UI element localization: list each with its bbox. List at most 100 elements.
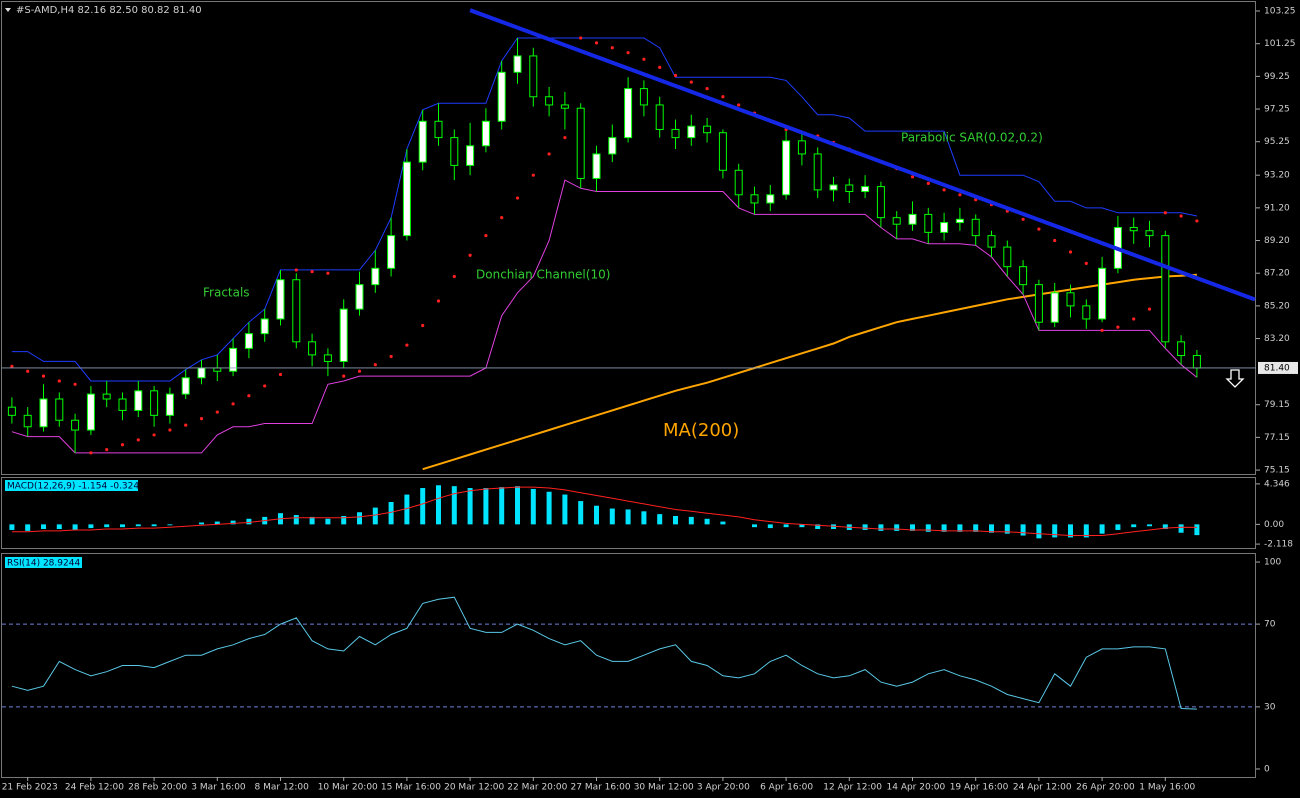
candle-body <box>339 308 348 362</box>
y-tick-label: 87.20 <box>1264 269 1290 279</box>
macd-bar <box>309 516 315 525</box>
rsi-line <box>11 596 1197 710</box>
sar-dot <box>1084 261 1088 266</box>
sar-dot <box>342 374 346 378</box>
sar-dot <box>926 181 930 185</box>
sar-dot <box>136 438 140 442</box>
macd-bar <box>720 521 726 525</box>
macd-bar <box>246 518 252 525</box>
macd-bar <box>1020 524 1026 536</box>
sar-dot <box>199 416 204 421</box>
macd-bar <box>404 494 410 525</box>
candle-body <box>244 333 253 349</box>
candle-body <box>924 213 933 233</box>
candle-body <box>1098 267 1107 320</box>
sar-dot <box>484 234 488 238</box>
candle-body <box>829 184 838 191</box>
candle-body <box>118 398 127 411</box>
macd-bar <box>657 514 663 525</box>
candle-body <box>1177 341 1186 357</box>
sar-dot <box>563 136 567 140</box>
macd-bar <box>167 524 173 526</box>
candle-body <box>545 96 554 106</box>
sar-dot <box>120 443 125 447</box>
macd-bar <box>1178 524 1184 533</box>
macd-bar <box>25 524 31 531</box>
x-tick-label: 3 Mar 16:00 <box>191 783 246 793</box>
macd-bar <box>9 524 15 530</box>
candle-body <box>940 222 949 233</box>
candle-body <box>766 194 775 204</box>
sar-dot <box>1195 219 1199 223</box>
macd-bar <box>673 515 678 525</box>
x-tick-label: 14 Apr 20:00 <box>887 783 946 793</box>
macd-bar <box>578 501 584 525</box>
annotation: Fractals <box>203 286 250 300</box>
candle-body <box>908 213 917 225</box>
macd-bar <box>1162 524 1168 530</box>
candle-body <box>134 390 143 411</box>
candle-body <box>797 140 806 155</box>
sar-dot <box>642 57 646 61</box>
x-tick-label: 8 Mar 12:00 <box>255 783 310 793</box>
candle-body <box>102 393 111 400</box>
macd-bar <box>546 491 552 525</box>
x-tick-label: 30 Mar 12:00 <box>634 783 694 793</box>
macd-bar <box>72 524 78 530</box>
candle-body <box>813 153 822 191</box>
menu-triangle[interactable] <box>5 8 11 12</box>
sar-dot <box>436 299 441 303</box>
y-tick-label: 99.25 <box>1264 72 1290 82</box>
macd-bar <box>799 524 805 528</box>
macd-bar <box>420 488 426 525</box>
candle-body <box>323 354 332 362</box>
x-tick-label: 24 Apr 12:00 <box>1013 783 1072 793</box>
candle-body <box>1003 246 1012 268</box>
candle-body <box>718 132 727 171</box>
chart-title: #S-AMD,H4 82.16 82.50 80.82 81.40 <box>16 5 202 16</box>
candle-body <box>165 393 174 416</box>
sar-dot <box>263 384 267 388</box>
macd-panel <box>1 477 1256 549</box>
macd-bar <box>704 518 710 525</box>
donchian-upper <box>11 37 1197 382</box>
macd-bar <box>120 524 125 528</box>
macd-bar <box>1147 524 1152 527</box>
macd-bar <box>1083 524 1089 538</box>
macd-bar <box>372 507 378 525</box>
macd-bar <box>88 524 94 529</box>
sar-dot <box>26 369 30 373</box>
x-tick-label: 27 Mar 16:00 <box>571 783 631 793</box>
last-price-box <box>1258 361 1298 374</box>
sar-dot <box>73 382 77 386</box>
sar-dot <box>547 152 551 156</box>
candle-body <box>592 153 601 179</box>
y-tick-label: 89.20 <box>1264 236 1290 246</box>
macd-bar <box>41 524 46 530</box>
macd-bar <box>767 524 773 529</box>
candle-body <box>734 169 743 196</box>
sar-dot <box>531 173 535 177</box>
sar-dot <box>184 423 188 427</box>
candle-body <box>955 218 964 224</box>
macd-bar <box>467 488 473 525</box>
sar-dot <box>689 80 693 84</box>
macd-bar <box>104 524 110 528</box>
sar-dot <box>1053 238 1057 243</box>
y-tick-label: 91.20 <box>1264 203 1290 213</box>
main-panel <box>1 1 1256 475</box>
x-tick-label: 10 Mar 20:00 <box>318 783 378 793</box>
last-price-label: 81.40 <box>1264 363 1290 373</box>
rsi-panel <box>1 553 1256 778</box>
y-tick-label: -2.118 <box>1264 540 1293 550</box>
sar-dot <box>1132 317 1136 321</box>
candle-body <box>418 120 427 163</box>
macd-bar <box>483 488 489 525</box>
down-arrow <box>1225 369 1245 388</box>
y-tick-label: 0.00 <box>1264 520 1284 530</box>
candle-body <box>655 104 664 130</box>
sar-dot <box>1163 211 1167 215</box>
macd-bar <box>625 509 631 525</box>
annotation: MA(200) <box>663 420 739 441</box>
candle-body <box>1129 226 1138 232</box>
